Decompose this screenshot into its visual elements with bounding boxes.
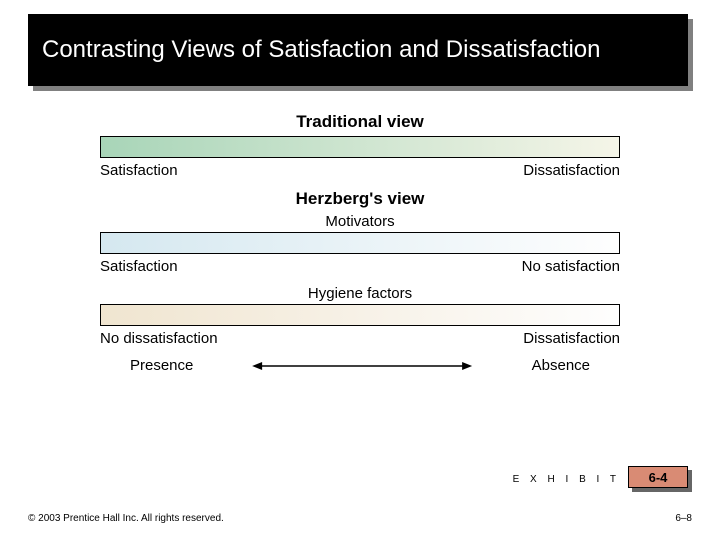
traditional-left-label: Satisfaction [100, 162, 178, 179]
presence-absence-arrow: Presence Absence [100, 357, 620, 374]
arrow-left-label: Presence [130, 357, 193, 374]
hygiene-labels: No dissatisfaction Dissatisfaction [100, 330, 620, 347]
slide-title-text: Contrasting Views of Satisfaction and Di… [42, 35, 601, 65]
slide-title: Contrasting Views of Satisfaction and Di… [28, 14, 688, 86]
exhibit-badge: 6-4 [628, 466, 688, 488]
traditional-labels: Satisfaction Dissatisfaction [100, 162, 620, 179]
exhibit-number: 6-4 [649, 470, 668, 485]
page-number: 6–8 [675, 513, 692, 524]
motivators-bar [100, 232, 620, 254]
motivators-right-label: No satisfaction [522, 258, 620, 275]
traditional-bar [100, 136, 620, 158]
hygiene-left-label: No dissatisfaction [100, 330, 218, 347]
exhibit-label: E X H I B I T [513, 474, 620, 485]
motivators-subheading: Motivators [100, 213, 620, 230]
hygiene-right-label: Dissatisfaction [523, 330, 620, 347]
diagram-body: Traditional view Satisfaction Dissatisfa… [100, 106, 620, 374]
motivators-labels: Satisfaction No satisfaction [100, 258, 620, 275]
hygiene-subheading: Hygiene factors [100, 285, 620, 302]
title-block: Contrasting Views of Satisfaction and Di… [28, 14, 688, 86]
traditional-right-label: Dissatisfaction [523, 162, 620, 179]
copyright-text: © 2003 Prentice Hall Inc. All rights res… [28, 513, 224, 524]
hygiene-bar [100, 304, 620, 326]
herzberg-heading: Herzberg's view [100, 189, 620, 209]
exhibit-row: E X H I B I T 6-4 [513, 466, 692, 492]
double-arrow-icon [207, 359, 517, 373]
traditional-heading: Traditional view [100, 112, 620, 132]
exhibit-badge-wrap: 6-4 [628, 466, 692, 492]
motivators-left-label: Satisfaction [100, 258, 178, 275]
arrow-right-label: Absence [532, 357, 590, 374]
